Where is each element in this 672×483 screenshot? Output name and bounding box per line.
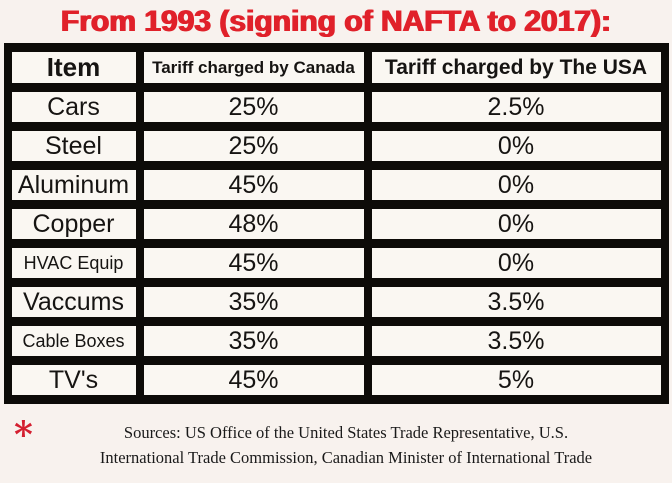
tariff-table-body: Cars 25% 2.5% Steel 25% 0% Aluminum 45% 0% Copper… bbox=[11, 92, 661, 395]
item-cell: Aluminum bbox=[11, 170, 136, 200]
table-row: Aluminum 45% 0% bbox=[11, 170, 661, 200]
source-line: International Trade Commission, Canadian… bbox=[99, 447, 593, 467]
canada-tariff-cell: 35% bbox=[143, 326, 364, 356]
usa-tariff-cell: 0% bbox=[371, 248, 661, 278]
usa-tariff-cell: 3.5% bbox=[371, 287, 661, 317]
canada-column-header: Tariff charged by Canada bbox=[143, 52, 364, 83]
page-title: From 1993 (signing of NAFTA to 2017): bbox=[60, 5, 612, 38]
canada-tariff-cell: 45% bbox=[143, 248, 364, 278]
tariff-table-header: Item Tariff charged by Canada Tariff cha… bbox=[11, 52, 661, 83]
canada-tariff-cell: 45% bbox=[143, 170, 364, 200]
usa-tariff-cell: 3.5% bbox=[371, 326, 661, 356]
usa-column-header: Tariff charged by The USA bbox=[371, 52, 661, 83]
table-row: Cable Boxes 35% 3.5% bbox=[11, 326, 661, 356]
item-cell: Vaccums bbox=[11, 287, 136, 317]
table-row: TV's 45% 5% bbox=[11, 365, 661, 395]
item-cell: Cable Boxes bbox=[11, 326, 136, 356]
canada-tariff-cell: 35% bbox=[143, 287, 364, 317]
usa-tariff-cell: 0% bbox=[371, 131, 661, 161]
usa-tariff-cell: 0% bbox=[371, 170, 661, 200]
source-text: Sources: US Office of the United States … bbox=[0, 421, 672, 471]
tariff-table: Item Tariff charged by Canada Tariff cha… bbox=[3, 43, 669, 404]
table-row: Vaccums 35% 3.5% bbox=[11, 287, 661, 317]
footnote-asterisk: * bbox=[14, 414, 33, 456]
table-row: HVAC Equip 45% 0% bbox=[11, 248, 661, 278]
item-cell: HVAC Equip bbox=[11, 248, 136, 278]
header-row: Item Tariff charged by Canada Tariff cha… bbox=[11, 52, 661, 83]
canada-tariff-cell: 25% bbox=[143, 131, 364, 161]
canada-tariff-cell: 48% bbox=[143, 209, 364, 239]
table-row: Steel 25% 0% bbox=[11, 131, 661, 161]
item-cell: Steel bbox=[11, 131, 136, 161]
source-line: Sources: US Office of the United States … bbox=[123, 423, 569, 442]
usa-tariff-cell: 2.5% bbox=[371, 92, 661, 122]
canada-tariff-cell: 45% bbox=[143, 365, 364, 395]
usa-tariff-cell: 0% bbox=[371, 209, 661, 239]
canada-tariff-cell: 25% bbox=[143, 92, 364, 122]
usa-tariff-cell: 5% bbox=[371, 365, 661, 395]
table-row: Cars 25% 2.5% bbox=[11, 92, 661, 122]
item-column-header: Item bbox=[11, 52, 136, 83]
item-cell: TV's bbox=[11, 365, 136, 395]
source-footnote: * Sources: US Office of the United State… bbox=[0, 404, 672, 471]
item-cell: Cars bbox=[11, 92, 136, 122]
item-cell: Copper bbox=[11, 209, 136, 239]
table-row: Copper 48% 0% bbox=[11, 209, 661, 239]
